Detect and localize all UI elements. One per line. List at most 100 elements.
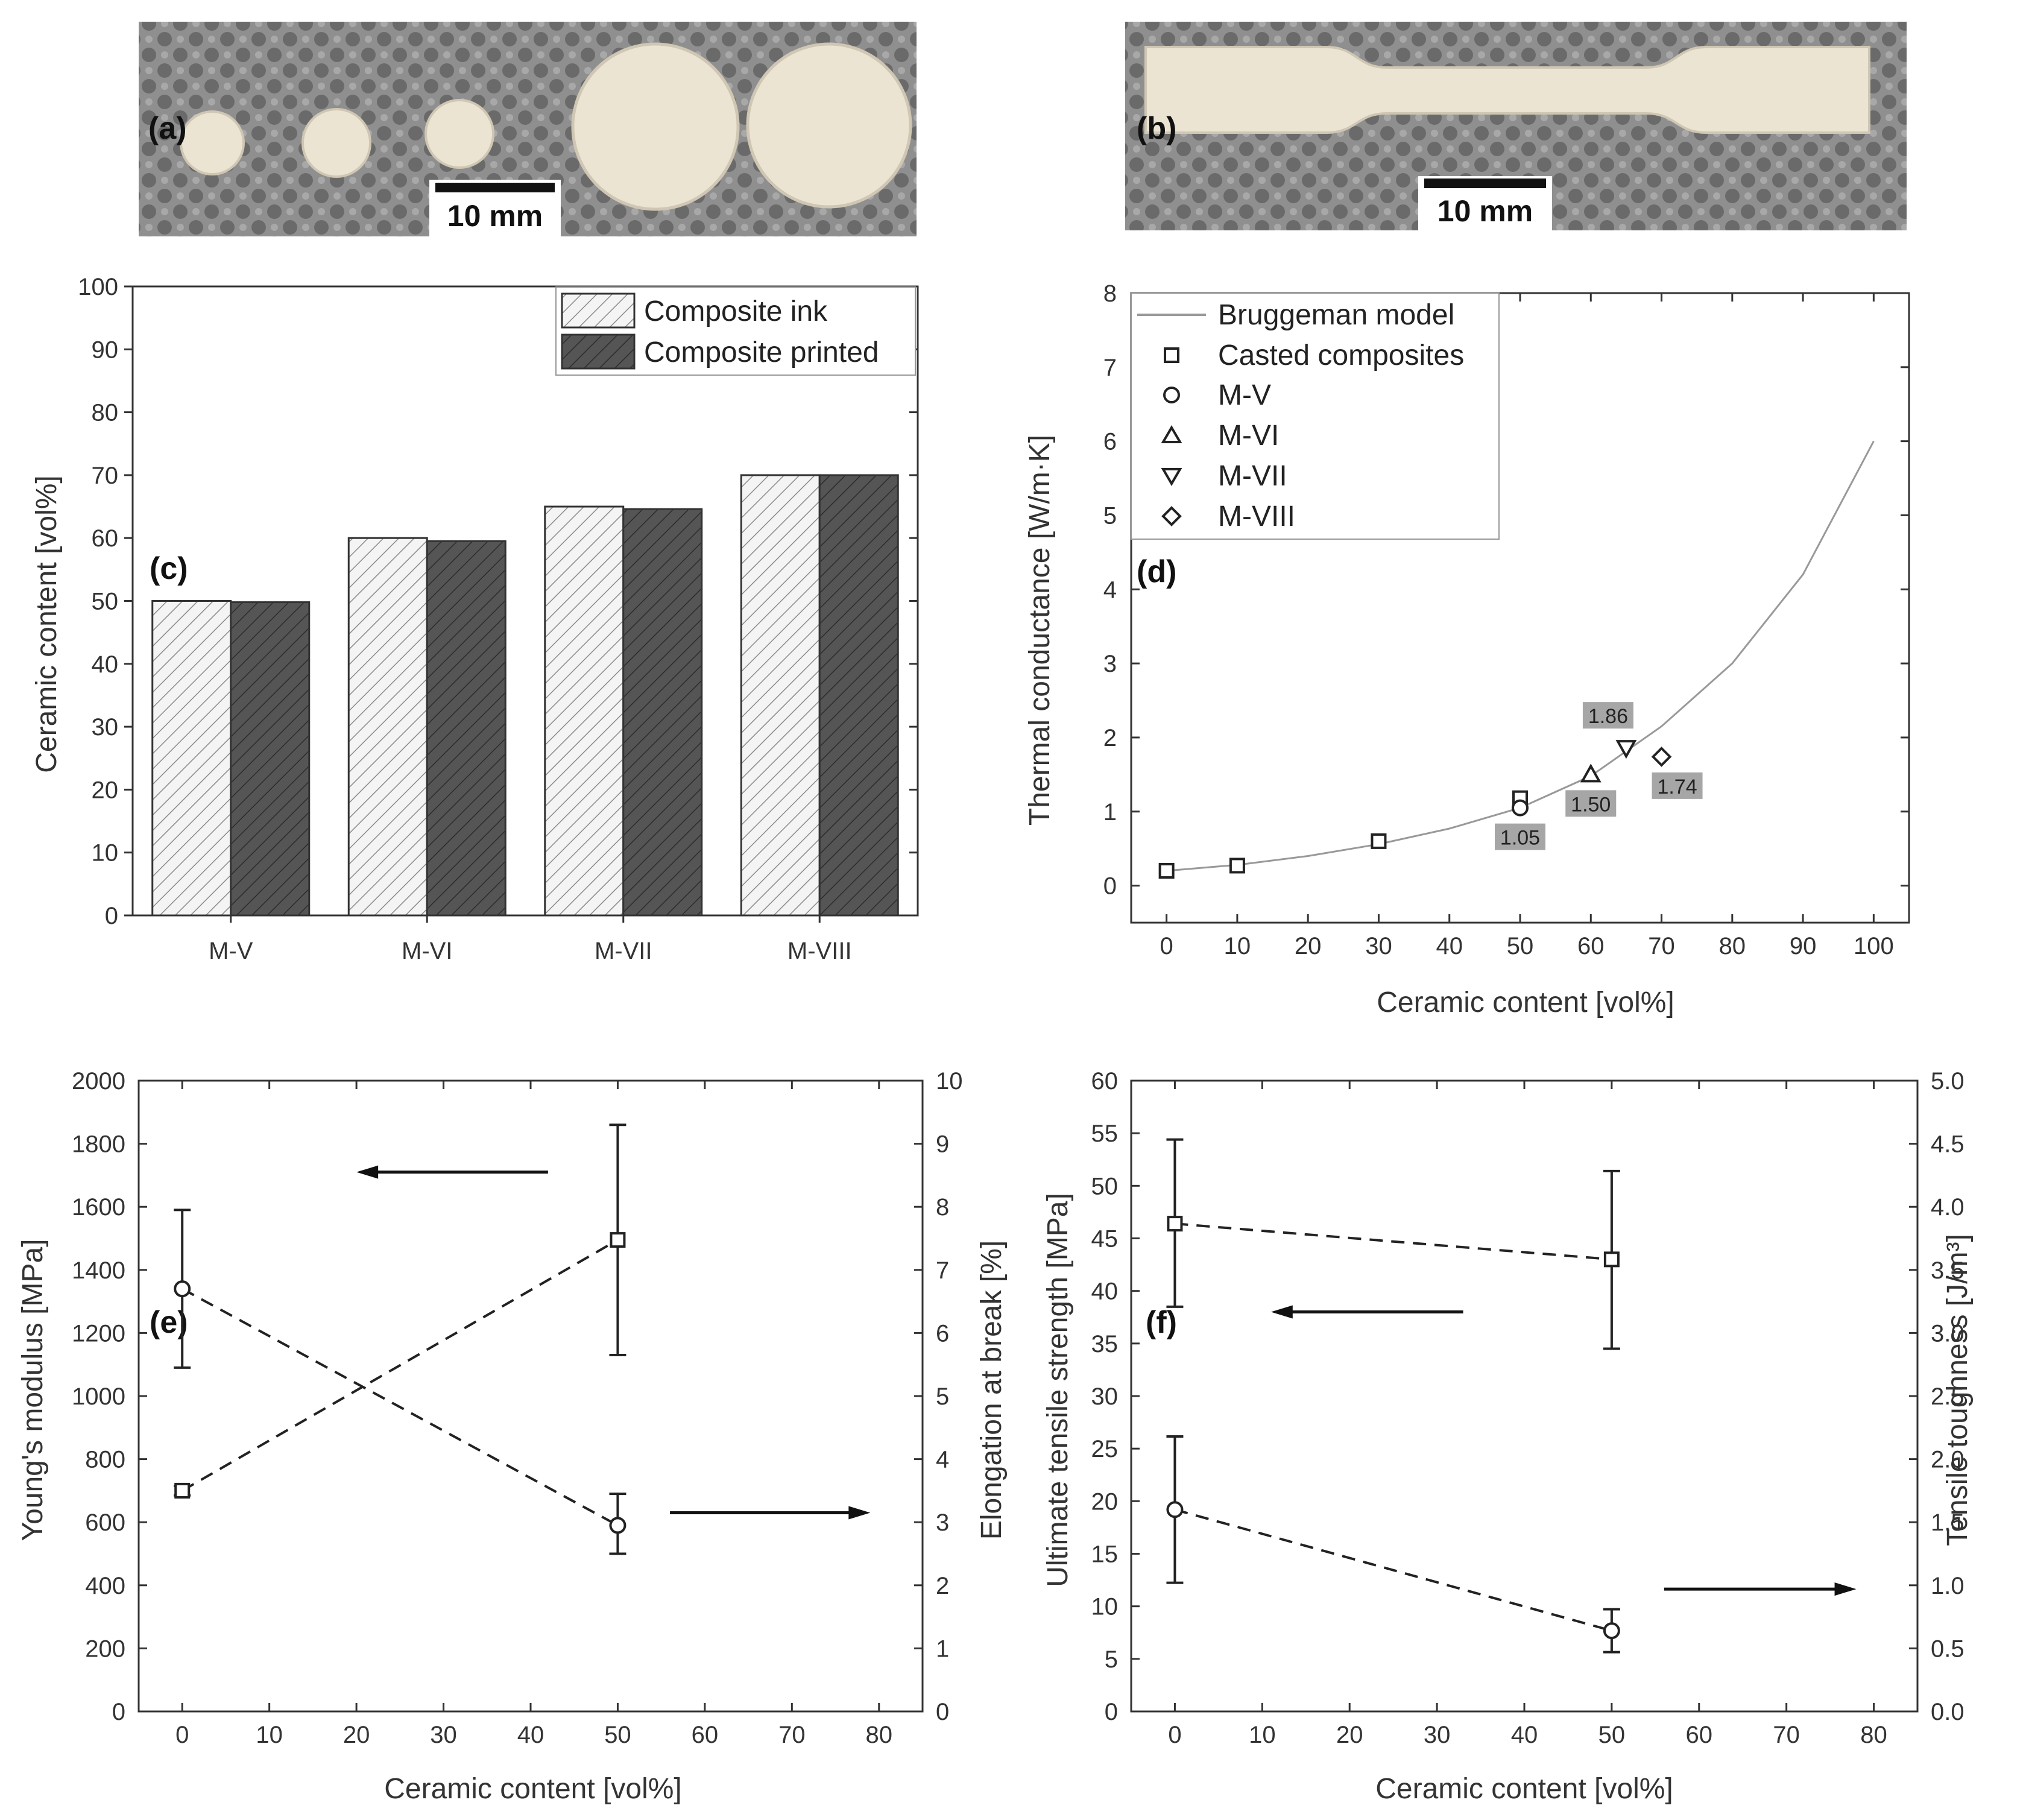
legend-label-mvii: M-VII	[1218, 460, 1287, 492]
y-tick-label: 0	[105, 903, 118, 929]
data-point	[1371, 833, 1387, 849]
value-label: 1.86	[1588, 705, 1628, 728]
x-tick-label: M-VII	[595, 938, 652, 964]
x-tick-label: 30	[430, 1722, 457, 1748]
data-point	[1512, 799, 1529, 817]
legend: Bruggeman model Casted composites M-V M-…	[1131, 292, 1500, 540]
x-tick-label: 60	[1577, 933, 1605, 959]
y-tick-label-right: 5.0	[1931, 1068, 1964, 1095]
x-tick-label: 80	[866, 1722, 893, 1748]
y-tick-label-left: 10	[1091, 1594, 1119, 1620]
x-axis-label: Ceramic content [vol%]	[1377, 987, 1674, 1019]
x-tick-label: 10	[256, 1722, 283, 1748]
y-tick-label-right: 4.0	[1931, 1194, 1964, 1221]
legend-marker-diamond	[1161, 506, 1182, 526]
pellet-disc	[424, 99, 494, 169]
data-point	[1229, 858, 1245, 874]
plot-area: 0 10 20 30 40 50 60 70 80 90 100 0 1 2 3 4 5 6 7 8 1.05 1.50 1…	[1103, 280, 1910, 959]
x-tick-label: 40	[517, 1722, 544, 1748]
legend-marker-triangle-down	[1161, 468, 1182, 486]
legend-label-casted: Casted composites	[1218, 340, 1464, 371]
legend-label-mvi: M-VI	[1218, 420, 1279, 452]
bars	[151, 474, 899, 917]
y-tick-label-right: 10	[936, 1068, 963, 1095]
y-axis-label-right: Elongation at break [%]	[976, 1240, 1008, 1540]
legend-label-mviii: M-VIII	[1218, 501, 1295, 532]
value-label-bg	[1652, 772, 1703, 799]
pellet-disc	[571, 42, 740, 211]
y-tick-label-left: 60	[1091, 1068, 1119, 1095]
data-point	[1651, 747, 1672, 767]
legend-box	[1131, 292, 1500, 540]
y-tick-label-right: 3	[936, 1509, 949, 1536]
y-axis-label-left: Ultimate tensile strength [MPa]	[1042, 1193, 1074, 1587]
y-axis-label-left: Young's modulus [MPa]	[17, 1239, 49, 1541]
photo-b: 10 mm (b)	[1125, 22, 1907, 230]
y-tick-label: 100	[78, 274, 118, 300]
x-tick-label: 70	[778, 1722, 806, 1748]
y-axis-label: Thermal conductance [W/m·K]	[1024, 435, 1056, 826]
x-tick-label: 60	[1686, 1722, 1713, 1748]
x-tick-label: 0	[175, 1722, 189, 1748]
legend-label-ink: Composite ink	[644, 295, 828, 327]
y-tick-label-left: 400	[85, 1573, 125, 1599]
y-tick-label: 2	[1103, 725, 1117, 751]
y-tick-label-right: 0	[936, 1699, 949, 1725]
x-tick-label: 0	[1160, 933, 1173, 959]
x-tick-label: 50	[1507, 933, 1534, 959]
plot-area: 0 10 20 30 40 50 60 70 8002004006008001000120014…	[72, 1068, 962, 1748]
bar	[151, 600, 232, 917]
x-tick-label: 50	[1598, 1722, 1626, 1748]
y-tick-label-right: 0.0	[1931, 1699, 1964, 1725]
y-tick-label-left: 0	[112, 1699, 125, 1725]
y-tick-label-left: 15	[1091, 1541, 1119, 1568]
bar	[622, 508, 703, 917]
y-tick-label-right: 8	[936, 1194, 949, 1221]
y-tick-label-right: 1	[936, 1635, 949, 1662]
y-tick-label: 90	[92, 337, 119, 363]
x-tick-label: 30	[1424, 1722, 1451, 1748]
y-tick-label-right: 3.0	[1931, 1320, 1964, 1347]
arrow-right-head	[848, 1506, 871, 1520]
y-tick-label-right: 0.5	[1931, 1635, 1964, 1662]
chart-d: (d) Thermal conductance [W/m·K] Ceramic …	[1024, 280, 1910, 1019]
scale-bar	[435, 183, 555, 192]
legend-swatch-printed	[561, 333, 636, 370]
x-tick-label: 80	[1860, 1722, 1887, 1748]
panel-label-d: (d)	[1137, 554, 1176, 589]
pellet-disc	[180, 110, 245, 175]
x-axis-label: Ceramic content [vol%]	[384, 1773, 682, 1805]
x-tick-label: 100	[1854, 933, 1894, 959]
data-point	[1580, 763, 1602, 783]
y-tick-label-right: 2.5	[1931, 1383, 1964, 1410]
value-label: 1.74	[1657, 776, 1697, 798]
y-tick-label-right: 9	[936, 1131, 949, 1158]
x-tick-label: 10	[1224, 933, 1251, 959]
bar	[740, 474, 821, 917]
y-tick-label-left: 55	[1091, 1120, 1119, 1147]
x-tick-label: 60	[692, 1722, 719, 1748]
x-tick-label: 10	[1249, 1722, 1276, 1748]
y-tick-label: 80	[92, 400, 119, 426]
y-tick-label-left: 0	[1105, 1699, 1118, 1725]
y-tick-label: 70	[92, 463, 119, 489]
y-tick-label-left: 800	[85, 1447, 125, 1473]
bar	[818, 474, 899, 917]
arrow-left-head	[1270, 1305, 1293, 1319]
x-tick-label: 20	[343, 1722, 370, 1748]
y-tick-label-left: 1200	[72, 1320, 125, 1347]
y-tick-label: 1	[1103, 799, 1117, 826]
legend-marker-square	[1164, 347, 1179, 363]
pellet-disc	[746, 42, 912, 209]
legend-label-printed: Composite printed	[644, 337, 879, 368]
x-axis-label: Ceramic content [vol%]	[1375, 1773, 1673, 1805]
data-point	[610, 1232, 626, 1248]
scale-bar-label: 10 mm	[447, 199, 543, 233]
y-tick-label: 40	[92, 651, 119, 678]
y-tick-label-left: 600	[85, 1509, 125, 1536]
pellet-disc	[301, 108, 371, 178]
y-tick-label: 6	[1103, 429, 1117, 455]
value-label: 1.05	[1500, 827, 1540, 850]
y-tick-label-right: 5	[936, 1383, 949, 1410]
dogbone-specimen	[1144, 46, 1870, 134]
